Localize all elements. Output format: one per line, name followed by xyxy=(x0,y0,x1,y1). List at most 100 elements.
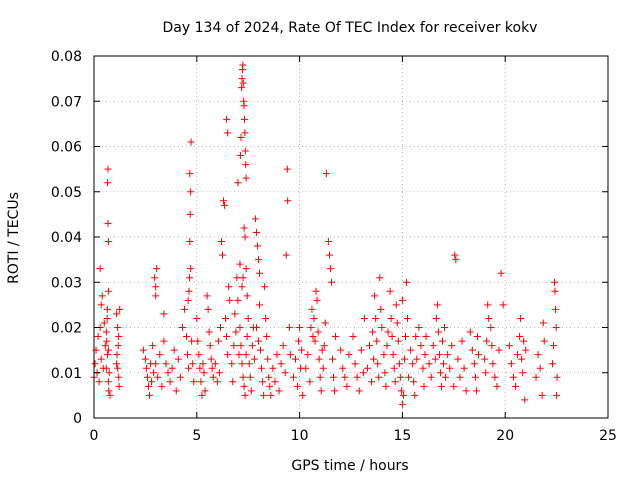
data-point-marker xyxy=(245,360,253,368)
data-point-marker xyxy=(246,373,254,381)
data-point-marker xyxy=(216,324,224,331)
data-point-marker xyxy=(247,387,255,395)
data-point-marker xyxy=(102,364,110,372)
data-point-marker xyxy=(152,360,160,368)
data-point-marker xyxy=(474,351,482,359)
data-point-marker xyxy=(154,373,162,381)
data-point-marker xyxy=(253,242,261,250)
data-point-marker xyxy=(302,364,310,372)
data-point-marker xyxy=(258,364,266,372)
data-point-marker xyxy=(185,364,193,372)
data-point-marker xyxy=(370,355,378,363)
data-point-marker xyxy=(114,324,122,331)
data-point-marker xyxy=(351,360,359,368)
data-point-marker xyxy=(166,378,174,386)
data-point-marker xyxy=(243,292,251,300)
data-point-marker xyxy=(434,328,442,336)
data-point-marker xyxy=(234,296,242,304)
data-point-marker xyxy=(184,296,192,304)
data-point-marker xyxy=(240,382,248,390)
data-point-marker xyxy=(256,301,264,309)
data-point-marker xyxy=(548,360,556,368)
data-point-marker xyxy=(360,314,368,322)
data-point-marker xyxy=(472,387,480,395)
data-point-marker xyxy=(345,351,353,359)
data-point-marker xyxy=(187,138,195,146)
data-point-marker xyxy=(104,238,112,246)
data-point-marker xyxy=(374,360,382,368)
data-point-marker xyxy=(410,378,418,386)
data-point-marker xyxy=(239,274,247,282)
data-point-marker xyxy=(241,129,249,137)
data-point-marker xyxy=(389,351,397,359)
data-point-marker xyxy=(431,355,439,363)
data-point-marker xyxy=(310,314,318,322)
data-point-marker xyxy=(317,387,325,395)
data-point-marker xyxy=(322,170,330,178)
data-point-marker xyxy=(149,342,157,350)
data-point-marker xyxy=(148,378,156,386)
data-point-marker xyxy=(540,337,548,345)
data-point-marker xyxy=(238,75,246,83)
data-point-marker xyxy=(393,319,401,327)
data-point-marker xyxy=(332,333,340,341)
data-point-marker xyxy=(101,342,109,350)
data-point-marker xyxy=(164,369,172,377)
data-point-marker xyxy=(242,351,250,359)
data-point-marker xyxy=(325,251,333,259)
data-point-marker xyxy=(238,283,246,291)
data-point-marker xyxy=(236,152,244,160)
data-point-marker xyxy=(505,342,513,350)
data-point-marker xyxy=(240,115,248,123)
data-point-marker xyxy=(226,296,234,304)
data-point-marker xyxy=(341,373,349,381)
data-point-marker xyxy=(223,333,231,341)
data-point-marker xyxy=(271,378,279,386)
data-point-marker xyxy=(104,179,112,187)
data-point-marker xyxy=(242,265,250,273)
data-point-marker xyxy=(380,351,388,359)
data-point-marker xyxy=(320,342,328,350)
data-point-marker xyxy=(553,373,561,381)
data-point-marker xyxy=(307,324,315,331)
data-point-marker xyxy=(378,324,386,331)
data-point-marker xyxy=(232,328,240,336)
data-point-marker xyxy=(460,364,468,372)
data-point-marker xyxy=(168,364,176,372)
data-point-marker xyxy=(223,115,231,123)
data-point-marker xyxy=(186,238,194,246)
data-point-marker xyxy=(452,256,460,264)
data-point-marker xyxy=(205,328,213,336)
data-point-marker xyxy=(241,233,249,241)
data-point-marker xyxy=(105,369,113,377)
data-point-marker xyxy=(553,391,561,399)
data-point-marker xyxy=(259,378,267,386)
data-point-marker xyxy=(236,324,244,331)
x-tick-label: 20 xyxy=(496,428,514,444)
data-point-marker xyxy=(422,333,430,341)
data-point-marker xyxy=(198,391,206,399)
data-point-marker xyxy=(243,333,251,341)
data-point-marker xyxy=(551,287,559,295)
data-point-marker xyxy=(283,165,291,173)
data-point-marker xyxy=(483,337,491,345)
data-point-marker xyxy=(116,305,124,313)
data-point-marker xyxy=(252,324,260,331)
data-point-marker xyxy=(371,292,379,300)
data-point-marker xyxy=(104,346,112,354)
data-point-marker xyxy=(178,324,186,331)
data-point-marker xyxy=(207,355,215,363)
data-point-marker xyxy=(396,373,404,381)
data-point-marker xyxy=(196,364,204,372)
data-point-marker xyxy=(190,378,198,386)
data-point-marker xyxy=(509,373,517,381)
data-point-marker xyxy=(152,292,160,300)
data-point-marker xyxy=(231,310,239,318)
data-point-marker xyxy=(244,314,252,322)
data-point-marker xyxy=(150,369,158,377)
data-point-marker xyxy=(456,373,464,381)
data-point-marker xyxy=(429,342,437,350)
data-point-marker xyxy=(114,364,122,372)
data-point-marker xyxy=(398,400,406,408)
